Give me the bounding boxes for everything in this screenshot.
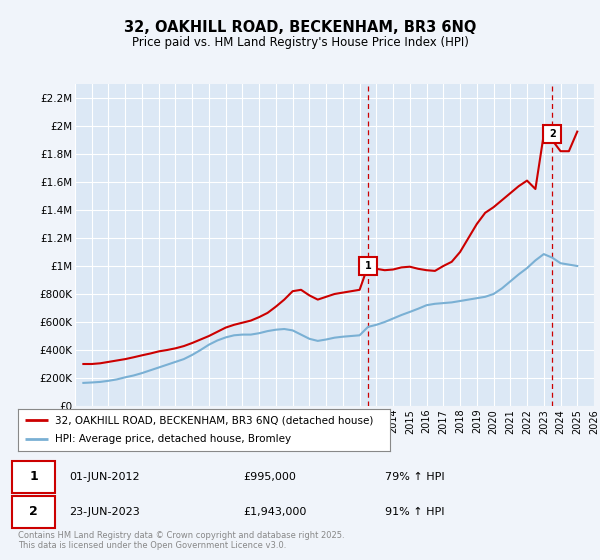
Text: Contains HM Land Registry data © Crown copyright and database right 2025.
This d: Contains HM Land Registry data © Crown c…: [18, 530, 344, 550]
Text: 2: 2: [549, 129, 556, 139]
Text: 2: 2: [29, 505, 38, 519]
Text: 32, OAKHILL ROAD, BECKENHAM, BR3 6NQ (detached house): 32, OAKHILL ROAD, BECKENHAM, BR3 6NQ (de…: [55, 415, 374, 425]
Text: £995,000: £995,000: [244, 472, 296, 482]
Text: £1,943,000: £1,943,000: [244, 507, 307, 517]
FancyBboxPatch shape: [13, 496, 55, 528]
Text: 79% ↑ HPI: 79% ↑ HPI: [385, 472, 444, 482]
FancyBboxPatch shape: [13, 460, 55, 493]
Text: 1: 1: [365, 261, 371, 271]
Text: 32, OAKHILL ROAD, BECKENHAM, BR3 6NQ: 32, OAKHILL ROAD, BECKENHAM, BR3 6NQ: [124, 20, 476, 35]
Text: 1: 1: [29, 470, 38, 483]
Text: HPI: Average price, detached house, Bromley: HPI: Average price, detached house, Brom…: [55, 435, 292, 445]
Text: Price paid vs. HM Land Registry's House Price Index (HPI): Price paid vs. HM Land Registry's House …: [131, 36, 469, 49]
Text: 91% ↑ HPI: 91% ↑ HPI: [385, 507, 444, 517]
Text: 23-JUN-2023: 23-JUN-2023: [69, 507, 140, 517]
Text: 01-JUN-2012: 01-JUN-2012: [69, 472, 139, 482]
